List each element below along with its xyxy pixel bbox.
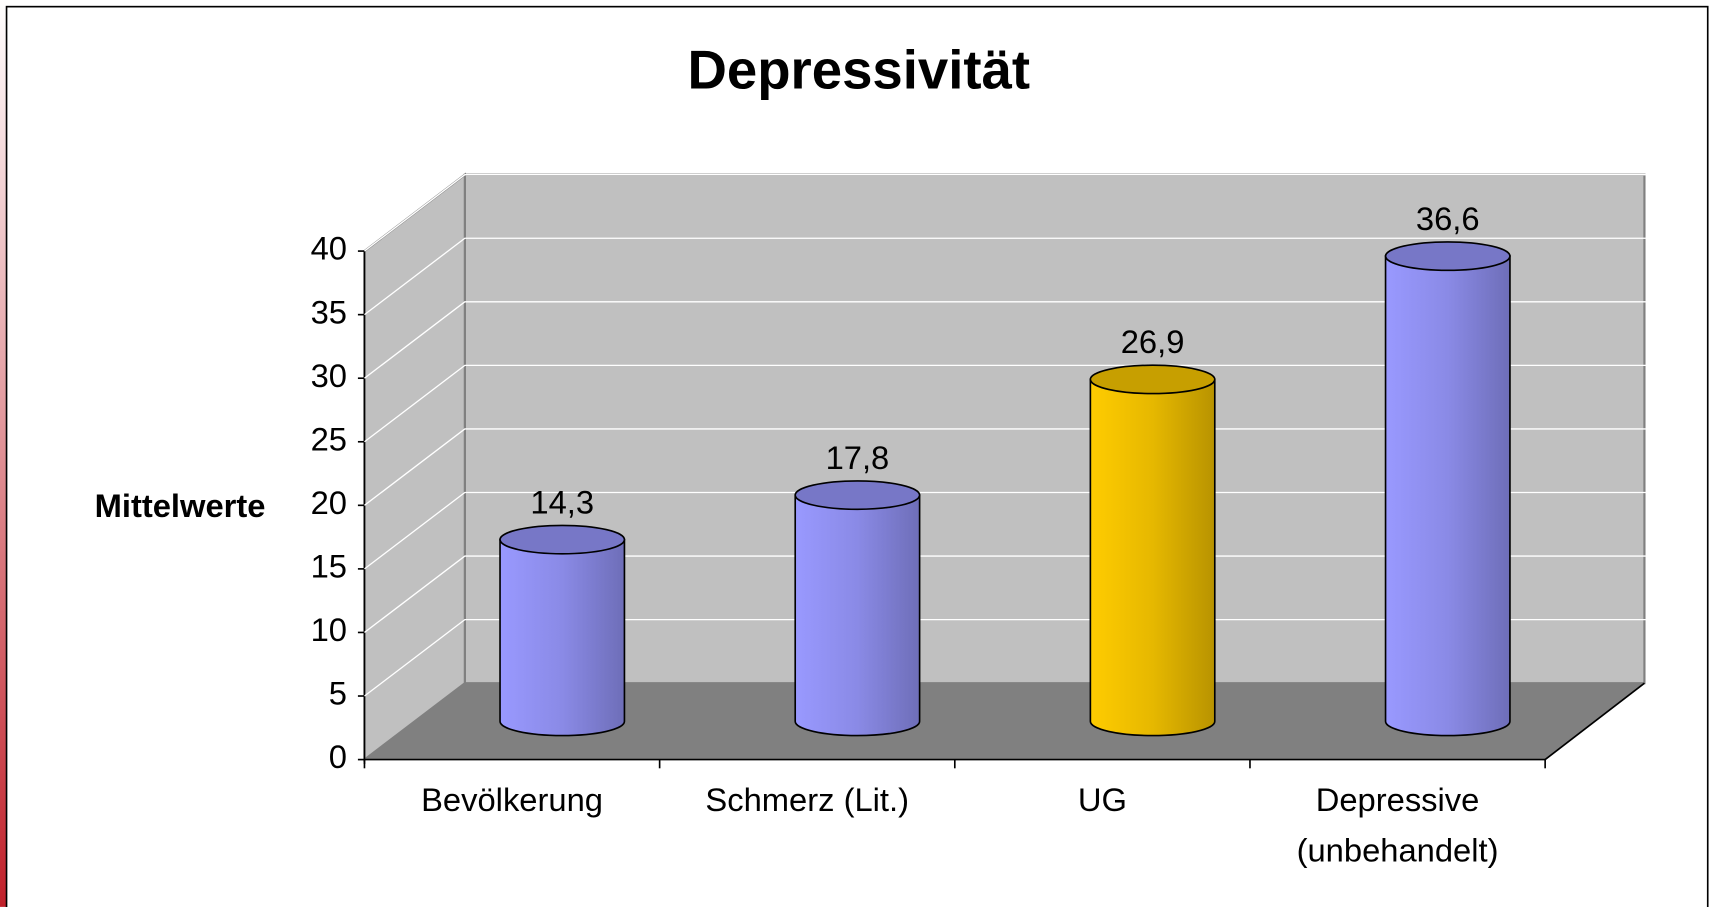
y-tick-label: 35 [311,293,347,330]
bar-top [794,480,921,511]
grid-line [364,174,1646,252]
edge-strip [0,0,7,907]
bar-body [794,494,921,737]
y-tick-label: 0 [329,738,347,775]
x-tick-label-line: (unbehandelt) [1297,831,1499,868]
x-tick-label-line: Depressive [1316,781,1480,818]
data-label: 14,3 [530,483,594,520]
bar-top [1384,241,1511,272]
data-label: 26,9 [1121,323,1185,360]
grid-line [364,555,1646,633]
grid-line [364,237,1646,316]
bar-body [499,538,626,737]
bar [1384,241,1511,737]
y-axis-label: Mittelwerte [95,487,266,524]
y-tick-label: 30 [311,357,347,394]
grid-line [364,428,1646,506]
grid-line [364,491,1646,570]
bar-body [1089,378,1216,737]
bar-top [1089,364,1216,395]
y-tick-label: 20 [311,484,347,521]
grid-line [364,618,1646,697]
data-label: 36,6 [1416,200,1480,237]
bar-body [1384,255,1511,737]
bar-top [499,524,626,555]
floor [364,683,1645,760]
floor-edge [1544,682,1645,761]
bar [499,524,626,737]
y-tick-label: 5 [329,675,347,712]
x-tick-label: UG [1078,781,1127,818]
grid-line [364,301,1646,379]
data-label: 17,8 [826,439,890,476]
x-tick-label: Bevölkerung [421,781,603,818]
y-tick-label: 40 [311,230,347,267]
y-tick-label: 10 [311,611,347,648]
y-tick-label: 25 [311,420,347,457]
chart-title: Depressivität [687,40,1030,101]
grid-line [364,364,1646,443]
bar [794,480,921,737]
x-tick-label: Depressive (unbehandelt) [1297,781,1499,868]
y-tick-label: 15 [311,548,347,585]
bar [1089,364,1216,737]
x-tick-label: Schmerz (Lit.) [705,781,909,818]
